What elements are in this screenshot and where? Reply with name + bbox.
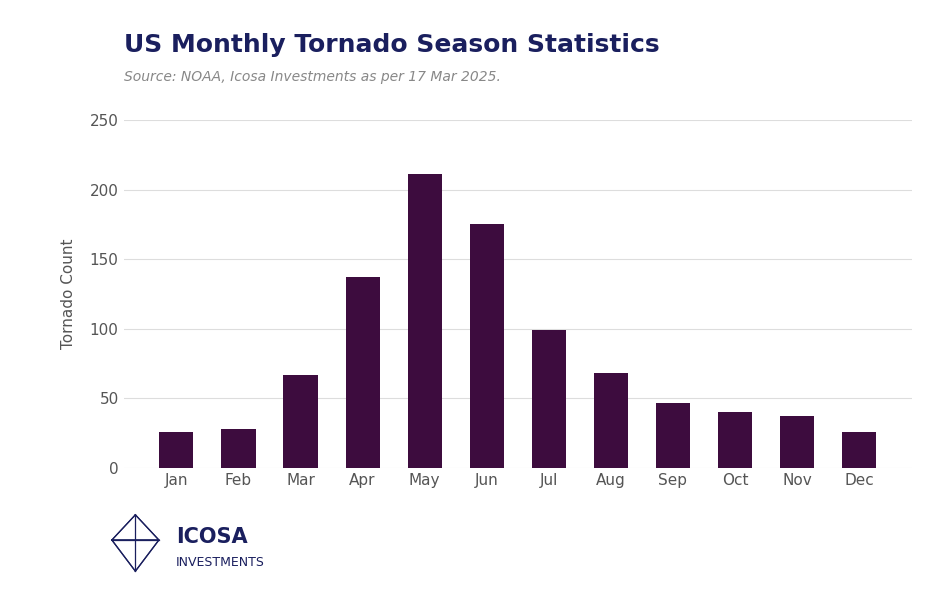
Bar [469, 224, 504, 468]
Bar [532, 330, 566, 468]
Bar [718, 412, 752, 468]
Text: ICOSA: ICOSA [176, 527, 247, 547]
Bar [594, 373, 628, 468]
Bar [656, 403, 690, 468]
Text: US Monthly Tornado Season Statistics: US Monthly Tornado Season Statistics [124, 33, 659, 57]
Bar [221, 429, 256, 468]
Bar [408, 174, 442, 468]
Bar [160, 432, 194, 468]
Bar [283, 375, 317, 468]
Text: Source: NOAA, Icosa Investments as per 17 Mar 2025.: Source: NOAA, Icosa Investments as per 1… [124, 70, 501, 84]
Bar [346, 277, 380, 468]
Bar [842, 432, 876, 468]
Y-axis label: Tornado Count: Tornado Count [61, 239, 76, 349]
Bar [780, 416, 814, 468]
Text: INVESTMENTS: INVESTMENTS [176, 556, 265, 569]
